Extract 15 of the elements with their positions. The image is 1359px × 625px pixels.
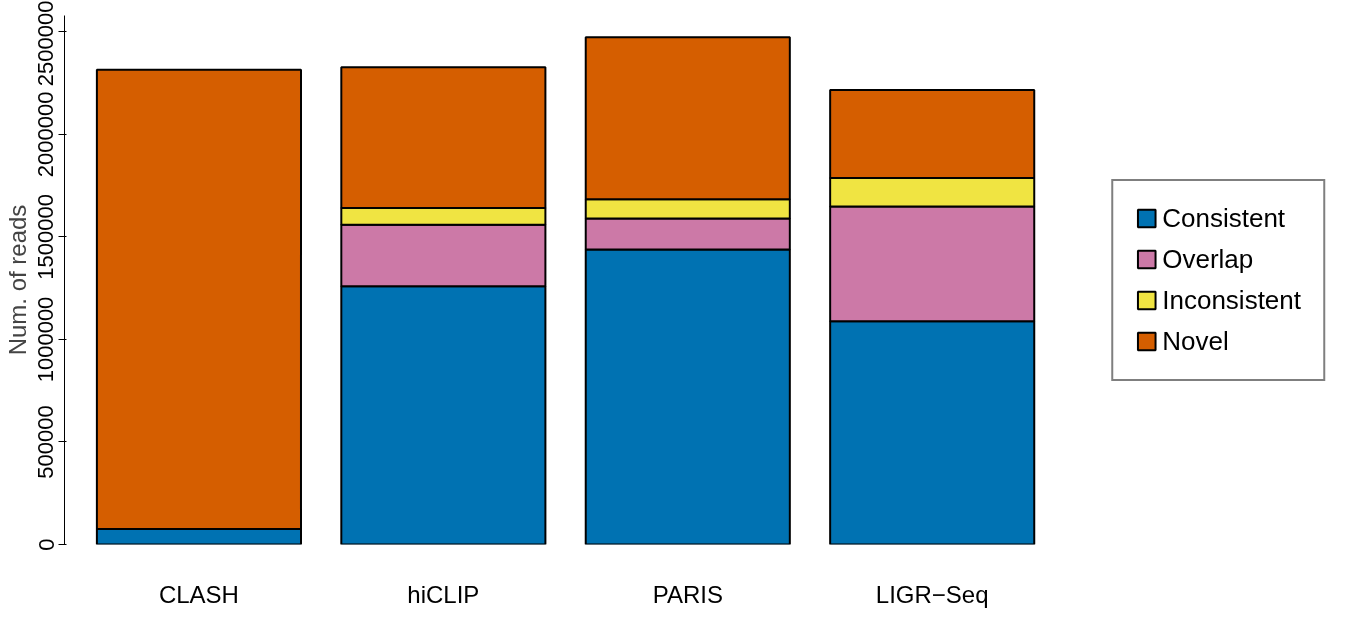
x-tick-label: CLASH [158,580,239,608]
legend-label: Consistent [1162,202,1286,234]
x-tick-label: hiCLIP [407,580,480,608]
y-tick-label: 1500000 [33,194,59,280]
legend-label: Inconsistent [1162,284,1301,316]
y-tick-label: 500000 [33,405,59,479]
y-tick-label: 1000000 [33,296,59,383]
y-tick-label: 2000000 [33,91,59,178]
y-tick-label: 2500000 [33,0,59,87]
x-tick-label: LIGR−Seq [875,580,989,608]
x-tick-label: PARIS [652,580,723,608]
y-axis-title: Num. of reads [3,204,31,356]
legend-label: Overlap [1162,243,1254,275]
legend-label: Novel [1162,325,1229,357]
y-tick-label: 0 [33,538,59,551]
